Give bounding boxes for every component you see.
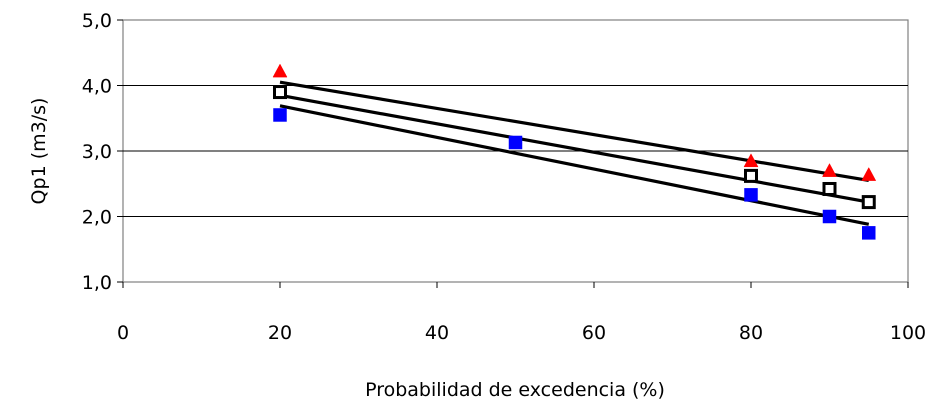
y-tick-label: 3,0 <box>82 141 112 163</box>
data-point-series-1 <box>822 163 837 177</box>
trendline-series-2 <box>279 93 870 204</box>
x-tick-label: 80 <box>739 322 763 344</box>
x-tick-label: 40 <box>425 322 449 344</box>
data-point-series-3 <box>273 108 287 122</box>
gridlines <box>123 85 908 217</box>
data-point-series-3 <box>822 209 837 224</box>
trendline-series-1 <box>279 80 870 183</box>
x-tick-label: 100 <box>890 322 926 344</box>
data-point-series-2 <box>744 168 758 183</box>
data-point-series-1 <box>272 63 288 78</box>
y-tick-label: 2,0 <box>82 207 112 229</box>
y-axis-ticks: 1,0 2,0 3,0 4,0 5,0 <box>82 10 123 294</box>
x-axis-ticks: 0 20 40 60 80 100 <box>117 282 926 344</box>
y-tick-label: 4,0 <box>82 76 112 98</box>
y-tick-label: 5,0 <box>82 10 112 32</box>
data-point-series-3 <box>508 135 523 150</box>
data-point-series-3 <box>744 188 758 202</box>
trendline-series-3 <box>279 104 870 226</box>
trendlines <box>279 80 870 226</box>
data-point-series-1 <box>861 167 877 181</box>
x-tick-label: 0 <box>117 322 129 344</box>
data-point-series-1 <box>743 153 759 168</box>
x-axis-title: Probabilidad de excedencia (%) <box>365 379 665 401</box>
data-point-series-2 <box>861 195 876 210</box>
x-tick-label: 60 <box>582 322 606 344</box>
y-tick-label: 1,0 <box>82 272 112 294</box>
data-point-series-2 <box>273 85 287 100</box>
y-axis-title: Qp1 (m3/s) <box>28 98 50 205</box>
data-point-series-2 <box>822 181 837 196</box>
data-points <box>272 63 877 240</box>
data-point-series-3 <box>862 226 876 240</box>
x-tick-label: 20 <box>268 322 292 344</box>
